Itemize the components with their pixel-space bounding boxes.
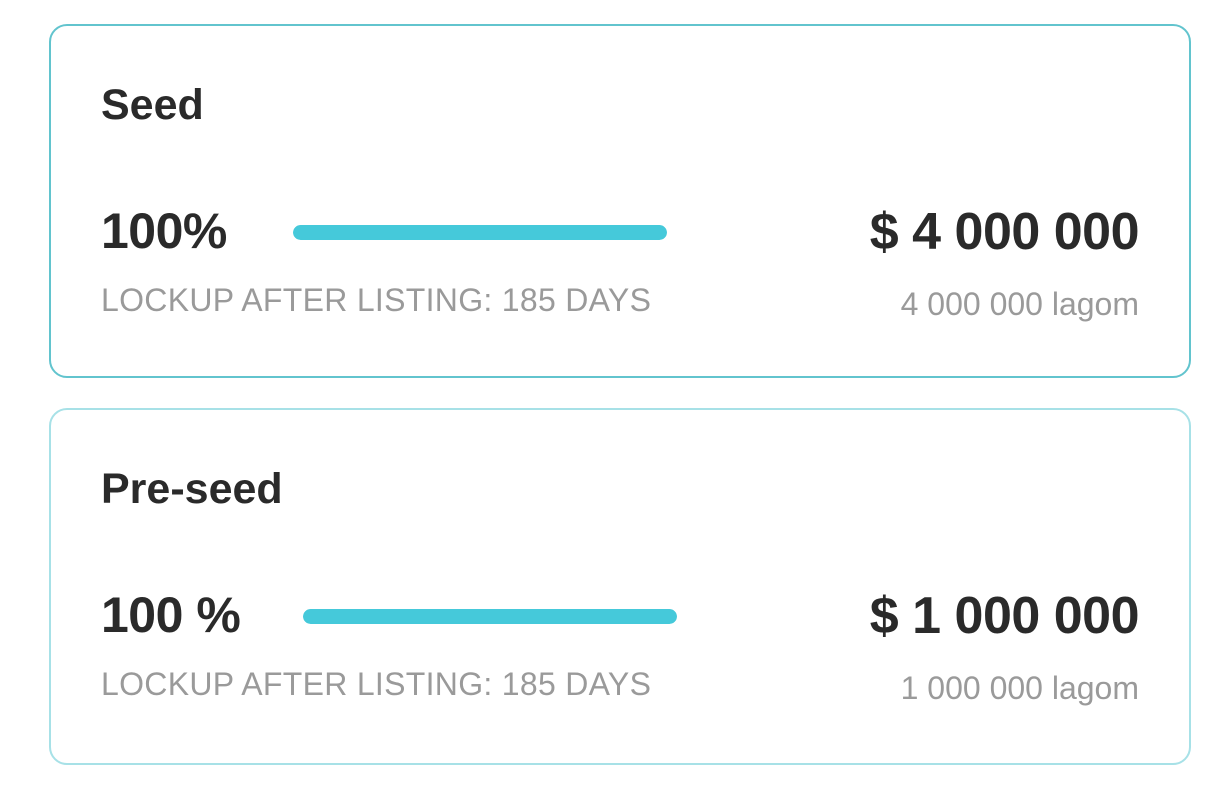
round-title: Seed bbox=[101, 81, 204, 129]
round-amount-tokens: 4 000 000 lagom bbox=[900, 286, 1139, 322]
round-progress-bar bbox=[293, 225, 667, 240]
round-title: Pre-seed bbox=[101, 465, 283, 513]
round-progress-fill bbox=[293, 225, 667, 240]
round-percent: 100 % bbox=[101, 587, 241, 643]
round-percent: 100% bbox=[101, 203, 227, 259]
round-amount-usd: $ 4 000 000 bbox=[869, 203, 1140, 261]
round-progress-fill bbox=[303, 609, 677, 624]
round-lockup-label: LOCKUP AFTER LISTING: 185 DAYS bbox=[101, 282, 652, 318]
round-amount-tokens: 1 000 000 lagom bbox=[900, 670, 1139, 706]
round-card-pre-seed: Pre-seed 100 % LOCKUP AFTER LISTING: 185… bbox=[49, 408, 1191, 765]
round-card-seed: Seed 100% LOCKUP AFTER LISTING: 185 DAYS… bbox=[49, 24, 1191, 378]
round-amount-usd: $ 1 000 000 bbox=[869, 587, 1140, 645]
round-progress-bar bbox=[303, 609, 677, 624]
round-lockup-label: LOCKUP AFTER LISTING: 185 DAYS bbox=[101, 666, 652, 702]
